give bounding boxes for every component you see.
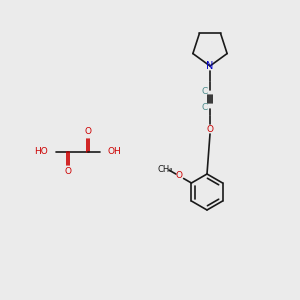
Text: O: O bbox=[64, 167, 71, 176]
Text: OH: OH bbox=[108, 148, 122, 157]
Text: O: O bbox=[176, 172, 183, 181]
Text: O: O bbox=[85, 128, 92, 136]
Text: C: C bbox=[202, 86, 208, 95]
Text: O: O bbox=[206, 124, 214, 134]
Text: HO: HO bbox=[34, 148, 48, 157]
Text: N: N bbox=[206, 61, 214, 71]
Text: C: C bbox=[202, 103, 208, 112]
Text: CH₃: CH₃ bbox=[158, 164, 173, 173]
